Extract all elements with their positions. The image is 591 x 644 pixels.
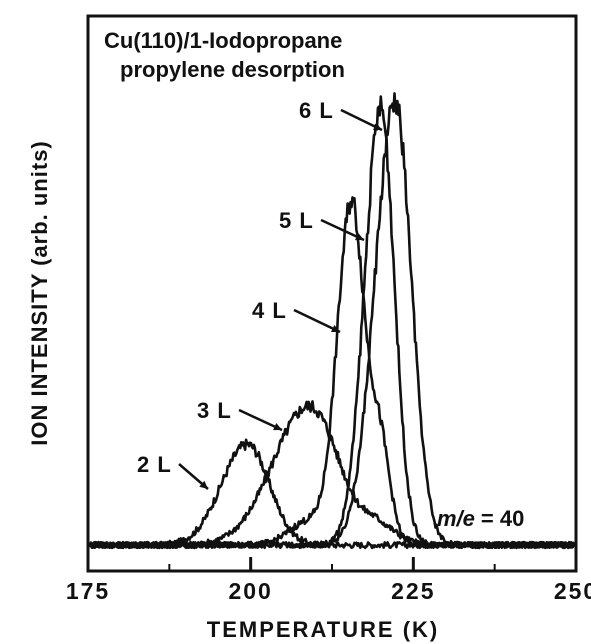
series-label: 5 L — [279, 208, 314, 233]
arrowhead — [373, 122, 382, 130]
series-line-6-l — [88, 92, 575, 550]
arrowhead — [273, 423, 282, 431]
y-axis-label: ION INTENSITY (arb. units) — [27, 140, 52, 446]
x-tick-label: 250 — [554, 578, 591, 604]
mass-label: m/e = 40 — [437, 506, 524, 531]
x-tick-label: 225 — [391, 578, 435, 604]
arrowhead — [199, 480, 208, 489]
series-line-4-l — [88, 196, 576, 550]
arrowhead — [355, 233, 364, 241]
series-label-pointer — [293, 308, 341, 334]
chart-title: Cu(110)/1-Iodopropane — [104, 28, 342, 53]
chart-subtitle: propylene desorption — [120, 57, 345, 82]
x-tick-label: 200 — [228, 578, 272, 604]
series-label: 3 L — [197, 398, 232, 423]
mass-label-value: = 40 — [481, 506, 524, 531]
x-tick-label: 175 — [66, 578, 110, 604]
mass-label-prefix: m/e — [437, 506, 475, 531]
series-line-5-l — [89, 95, 575, 550]
series-label: 6 L — [299, 98, 334, 123]
series-label: 4 L — [252, 298, 287, 323]
series-label: 2 L — [137, 452, 172, 477]
x-axis-label: TEMPERATURE (K) — [207, 617, 439, 642]
arrowhead — [331, 325, 340, 332]
